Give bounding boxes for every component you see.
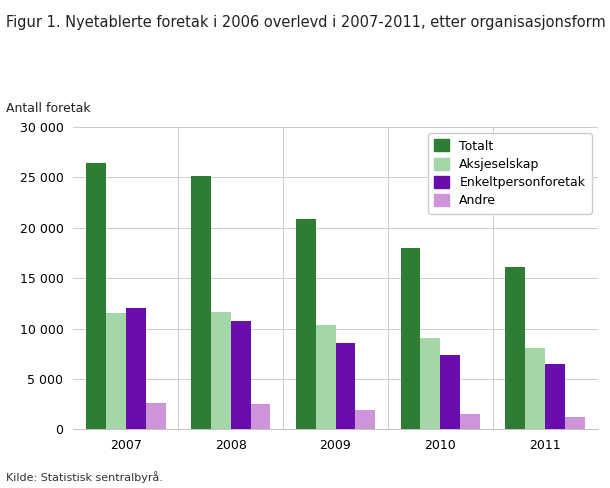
Bar bbox=[126, 308, 146, 429]
Bar bbox=[545, 364, 565, 429]
Text: Figur 1. Nyetablerte foretak i 2006 overlevd i 2007-2011, etter organisasjonsfor: Figur 1. Nyetablerte foretak i 2006 over… bbox=[6, 15, 606, 30]
Bar bbox=[401, 248, 420, 429]
Bar bbox=[336, 343, 356, 429]
Bar bbox=[506, 267, 525, 429]
Bar bbox=[420, 338, 440, 429]
Bar bbox=[191, 176, 210, 429]
Bar bbox=[565, 417, 585, 429]
Bar bbox=[356, 410, 375, 429]
Bar bbox=[251, 404, 270, 429]
Bar bbox=[525, 348, 545, 429]
Bar bbox=[440, 355, 461, 429]
Bar bbox=[296, 219, 315, 429]
Bar bbox=[86, 163, 106, 429]
Bar bbox=[231, 321, 251, 429]
Bar bbox=[210, 312, 231, 429]
Text: Kilde: Statistisk sentralbyrå.: Kilde: Statistisk sentralbyrå. bbox=[6, 471, 163, 483]
Bar bbox=[461, 414, 480, 429]
Bar bbox=[106, 313, 126, 429]
Bar bbox=[146, 403, 165, 429]
Legend: Totalt, Aksjeselskap, Enkeltpersonforetak, Andre: Totalt, Aksjeselskap, Enkeltpersonforeta… bbox=[428, 133, 592, 214]
Bar bbox=[315, 325, 336, 429]
Text: Antall foretak: Antall foretak bbox=[6, 102, 91, 115]
